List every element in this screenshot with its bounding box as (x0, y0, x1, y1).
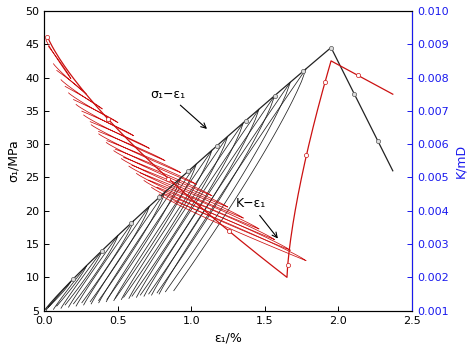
Text: σ₁−ε₁: σ₁−ε₁ (150, 87, 206, 128)
Text: K−ε₁: K−ε₁ (236, 197, 277, 238)
Y-axis label: σ₁/MPa: σ₁/MPa (7, 139, 20, 182)
Y-axis label: K/mD: K/mD (454, 144, 467, 178)
X-axis label: ε₁/%: ε₁/% (214, 331, 242, 344)
